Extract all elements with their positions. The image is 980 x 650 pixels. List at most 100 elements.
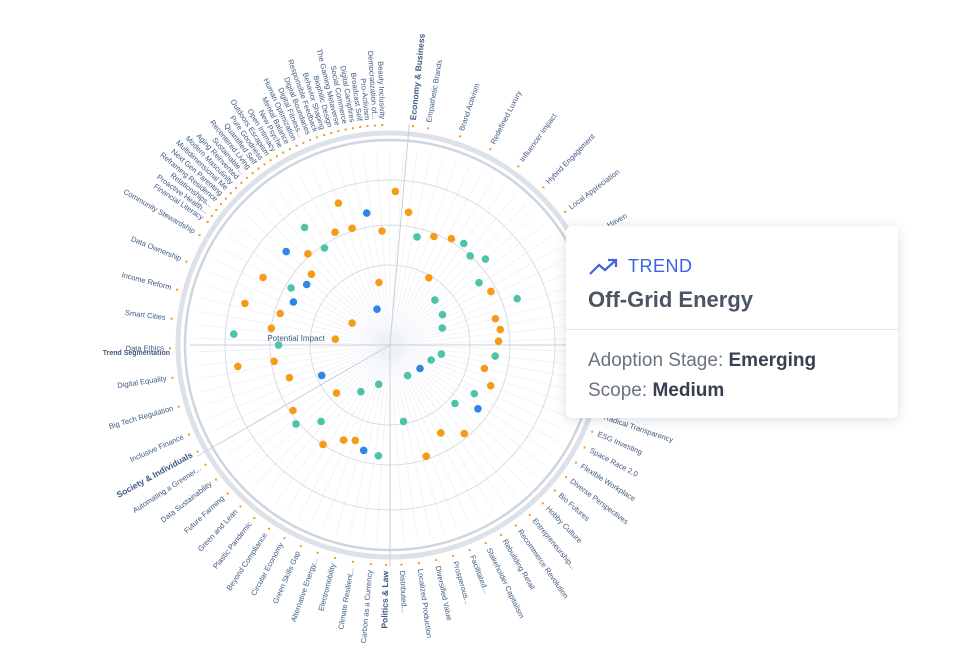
label-tick [309, 139, 312, 141]
trend-label: Prosperous... [451, 560, 472, 605]
label-tick [210, 214, 213, 217]
radar-spoke [389, 344, 418, 539]
trend-label: Data Ownership [130, 234, 183, 263]
label-tick [215, 478, 217, 481]
trend-point [481, 255, 490, 263]
label-tick [282, 151, 285, 154]
radar-spoke [389, 259, 566, 346]
radar-spoke [389, 179, 494, 346]
radar-spoke [197, 344, 391, 380]
trend-point [451, 399, 459, 408]
trend-point [491, 314, 500, 323]
segmentation-label: Trend Segmentation [103, 350, 170, 357]
label-tick [468, 549, 471, 552]
trend-point [259, 273, 267, 282]
sector-label: Economy & Business [408, 33, 427, 121]
trend-point [437, 429, 445, 437]
trend-label: Income Reform [121, 270, 173, 292]
trend-point [475, 278, 483, 287]
tooltip-kind: TREND [588, 256, 876, 277]
trend-label: Localized Production [416, 568, 434, 638]
trend-point [300, 223, 309, 232]
label-tick [591, 430, 594, 433]
trend-label: Empathetic Brands [424, 59, 444, 123]
radar-spoke [298, 344, 391, 518]
trend-point [332, 389, 341, 397]
radar-spoke [389, 344, 516, 495]
trend-point [230, 330, 238, 338]
radar-spoke [376, 150, 391, 346]
trend-label: Distributed... [398, 570, 409, 613]
radar-spoke [389, 195, 516, 346]
label-tick [215, 209, 218, 211]
radar-spoke [389, 151, 418, 346]
label-tick [219, 203, 222, 206]
radar-spoke [389, 157, 445, 346]
radar-spoke [376, 344, 391, 540]
label-tick [263, 163, 266, 166]
radar-spoke [244, 344, 391, 476]
radar-spoke [389, 344, 552, 455]
trend-point [373, 305, 381, 314]
radar-spoke [389, 344, 526, 486]
label-tick [185, 260, 188, 263]
trend-point [317, 417, 325, 426]
trend-up-icon [589, 258, 618, 275]
radar-spoke [389, 344, 404, 540]
trend-point [404, 208, 413, 217]
label-tick [385, 564, 388, 566]
label-tick [334, 557, 337, 559]
scope-value: Medium [652, 380, 725, 401]
radar-spoke [204, 344, 391, 406]
trend-label: Climate Resilient... [336, 567, 355, 630]
label-tick [257, 167, 260, 170]
label-tick [435, 559, 438, 562]
trend-point [480, 364, 489, 373]
radar-spoke [389, 344, 576, 406]
label-tick [452, 554, 455, 557]
label-tick [269, 159, 272, 162]
trend-point [416, 364, 424, 373]
tooltip-header: TREND Off-Grid Energy [566, 226, 898, 330]
label-tick [514, 524, 517, 527]
label-tick [229, 192, 232, 195]
label-tick [427, 127, 430, 130]
radar-spoke [209, 271, 391, 346]
radar-spoke [228, 344, 391, 455]
trend-point [374, 452, 383, 460]
label-tick [188, 433, 190, 436]
radar-spoke [197, 310, 391, 346]
trend-point [460, 429, 469, 438]
trend-label: Beauty Inclusivity [376, 61, 387, 119]
radar-spoke [389, 161, 458, 346]
trend-label: Pro-Activism [359, 78, 372, 121]
label-tick [484, 542, 487, 545]
radar-spoke [286, 179, 391, 346]
label-tick [275, 155, 278, 158]
radar-spoke [389, 271, 571, 346]
trend-point [491, 352, 500, 360]
radar-spoke [389, 154, 431, 346]
label-tick [381, 124, 384, 127]
label-tick [268, 527, 270, 530]
radar-spoke [389, 224, 544, 346]
trend-point [285, 373, 294, 382]
trend-label: Diversified Value [434, 565, 454, 621]
trend-point [486, 381, 495, 390]
radar-spoke [228, 235, 391, 346]
label-tick [344, 128, 347, 131]
radar-spoke [389, 344, 536, 476]
trend-point [431, 296, 439, 304]
radar-spoke [335, 344, 391, 533]
trend-point [292, 420, 300, 428]
label-tick [302, 141, 305, 144]
adoption-label: Adoption Stage: [588, 350, 724, 371]
radar-spoke [389, 344, 505, 504]
label-tick [373, 124, 376, 127]
radar-spoke [389, 284, 576, 346]
trend-label: Influencer Impact [518, 111, 559, 164]
trend-point [375, 278, 383, 287]
radar-spoke [322, 344, 391, 529]
radar-spoke [196, 344, 391, 366]
trend-point [460, 239, 468, 248]
